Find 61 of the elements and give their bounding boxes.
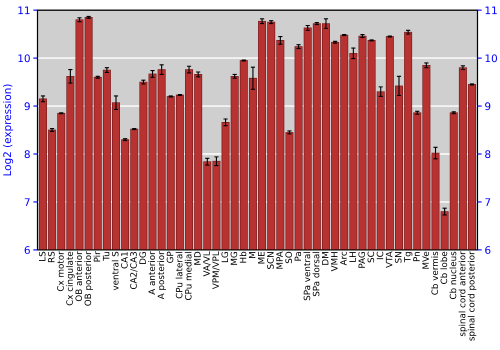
y-tick-label: 9 bbox=[24, 102, 30, 110]
x-tick-label: VA/VL bbox=[203, 251, 211, 276]
x-tick-label: PAG bbox=[358, 252, 366, 268]
x-tick-label: Tg bbox=[404, 252, 412, 262]
y-tick-label: 8 bbox=[24, 150, 30, 158]
x-tick-label: SN bbox=[394, 252, 402, 263]
x-tick-label: RS bbox=[48, 252, 55, 262]
x-tick-label: VPM/VPL bbox=[212, 251, 220, 290]
x-tick-label: Cb vermis bbox=[431, 252, 438, 295]
y2-tick-label: 6 bbox=[485, 246, 490, 254]
x-tick-label: DM bbox=[322, 252, 328, 265]
x-tick-label: Pir bbox=[94, 251, 100, 262]
x-tick-label: MPA bbox=[276, 251, 283, 269]
x-tick-label: SC bbox=[368, 252, 374, 262]
x-tick-label: Cx motor bbox=[57, 251, 64, 292]
y-axis-title: Log2 (expression) bbox=[3, 84, 14, 176]
x-tick-label: SPa ventral bbox=[303, 252, 310, 300]
x-tick-label: CA2/CA3 bbox=[130, 252, 138, 290]
x-tick-label: Cb lobe bbox=[440, 252, 448, 284]
x-tick-label: GP bbox=[166, 252, 174, 263]
x-tick-label: ventral S bbox=[112, 252, 119, 290]
x-tick-label: Tu bbox=[102, 252, 110, 261]
x-tick-label: Arc bbox=[340, 252, 347, 266]
x-tick-label: Cb nucleus bbox=[450, 252, 456, 300]
x-tick-label: VTA bbox=[386, 251, 392, 268]
x-tick-label: ME bbox=[258, 252, 264, 264]
x-tick-label: spinal cord anterior bbox=[458, 251, 468, 336]
y-tick-label: 7 bbox=[24, 198, 30, 206]
y2-tick-label: 11 bbox=[486, 6, 497, 14]
x-tick-label: Pn bbox=[413, 252, 420, 262]
y-tick-label: 10 bbox=[18, 54, 30, 62]
x-tick-label: OB posterior bbox=[84, 251, 93, 306]
x-tick-label: A posterior bbox=[157, 251, 166, 300]
x-tick-label: OB anterior bbox=[75, 251, 82, 302]
x-tick-label: CPu lateral bbox=[176, 252, 182, 298]
x-tick-label: DG bbox=[139, 252, 146, 264]
y2-tick-label: 9 bbox=[485, 102, 490, 110]
y-tick-label: 6 bbox=[24, 246, 30, 254]
x-tick-label: MD bbox=[194, 252, 201, 265]
x-tick-label: M bbox=[248, 252, 256, 258]
x-tick-label: CA1 bbox=[121, 252, 128, 268]
y2-tick-label: 10 bbox=[486, 54, 498, 62]
x-tick-label: CPu medial bbox=[184, 252, 192, 300]
x-tick-label: LH bbox=[349, 252, 356, 262]
y2-tick-label: 7 bbox=[485, 198, 490, 206]
x-tick-label: Pa bbox=[294, 252, 302, 261]
y-tick-label: 11 bbox=[18, 6, 30, 14]
x-tick-label: LS bbox=[38, 252, 46, 261]
y2-tick-label: 8 bbox=[485, 150, 490, 158]
x-tick-label: SCN bbox=[267, 252, 274, 269]
x-tick-label: IC bbox=[376, 252, 384, 260]
x-tick-label: MG bbox=[230, 252, 238, 265]
x-tick-label: spinal cord posterior bbox=[468, 251, 476, 341]
x-tick-label: VMH bbox=[331, 252, 338, 272]
x-tick-label: LG bbox=[221, 252, 228, 262]
x-tick-label: MVe bbox=[422, 252, 429, 269]
x-tick-label: A anterior bbox=[148, 251, 156, 295]
x-tick-label: Hb bbox=[240, 252, 246, 263]
x-tick-label: Cx cingulate bbox=[66, 252, 75, 306]
x-tick-label: SO bbox=[285, 252, 292, 264]
x-tick-label: SPa dorsal bbox=[312, 252, 320, 296]
